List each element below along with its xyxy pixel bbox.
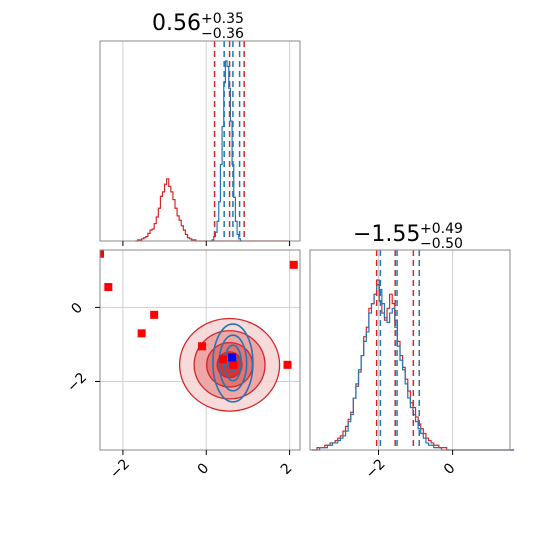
joint-panel: −2 0 2 0 −2: [64, 249, 301, 482]
marginal-x-title: 0.56 +0.35 −0.36: [152, 11, 244, 42]
joint-red-point: [137, 329, 146, 338]
marginal-y-title-minus: −0.50: [420, 236, 463, 252]
joint-frame: [99, 249, 301, 451]
marginal-y-tick-label: −2: [363, 456, 389, 482]
marginal-x-histogram-series: [135, 178, 290, 242]
marginal-x-histogram-series: [210, 60, 243, 242]
joint-red-point: [289, 260, 298, 269]
marginal-y-panel: −1.55 +0.49 −0.50 −2 0: [309, 221, 515, 482]
marginal-y-grid: [378, 250, 454, 450]
joint-red-point: [198, 342, 207, 351]
joint-y-tick-label: −2: [64, 370, 90, 396]
marginal-y-quantile-lines: [375, 250, 421, 450]
joint-blue-point: [228, 353, 237, 362]
marginal-x-grid: [122, 41, 291, 241]
joint-x-tick-label: −2: [107, 456, 133, 482]
marginal-y-frame: [309, 249, 511, 451]
joint-sample-dot: [212, 409, 215, 412]
joint-red-point: [218, 355, 227, 364]
marginal-y-tick-label: 0: [441, 460, 459, 478]
joint-y-tick-label: 0: [68, 300, 86, 318]
marginal-x-title-value: 0.56: [152, 11, 201, 36]
joint-x-tick-label: 0: [195, 460, 213, 478]
joint-red-point: [229, 360, 238, 369]
marginal-x-histograms: [135, 60, 290, 242]
joint-x-tick-label: 2: [278, 460, 296, 478]
marginal-x-ticks: [122, 241, 291, 246]
joint-red-point: [150, 310, 159, 319]
marginal-x-quantile-lines: [213, 41, 245, 241]
marginal-x-frame: [99, 40, 301, 242]
marginal-x-title-minus: −0.36: [201, 26, 244, 42]
marginal-y-ticks: −2 0: [363, 450, 459, 482]
marginal-x-panel: 0.56 +0.35 −0.36: [99, 11, 301, 246]
marginal-y-title-plus: +0.49: [420, 221, 463, 237]
joint-red-point: [283, 360, 292, 369]
joint-red-point: [100, 250, 104, 258]
joint-red-point: [104, 283, 113, 292]
marginal-y-title-value: −1.55: [353, 222, 420, 247]
joint-blue-contour: [212, 323, 254, 403]
marginal-x-title-plus: +0.35: [201, 11, 244, 27]
joint-points: [100, 250, 298, 369]
marginal-y-title: −1.55 +0.49 −0.50: [353, 221, 463, 252]
